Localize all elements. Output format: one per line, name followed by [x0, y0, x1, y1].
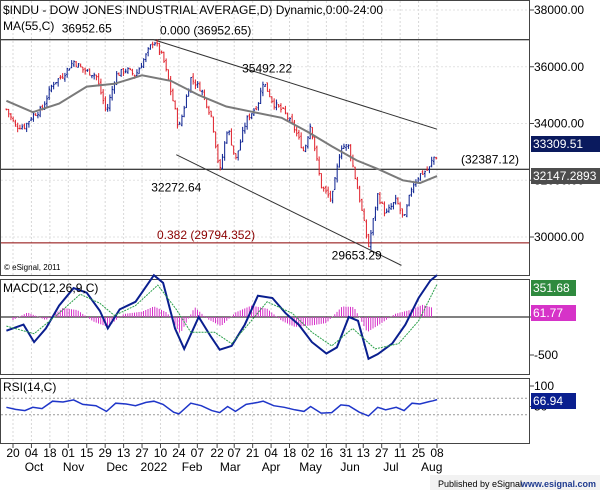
last-price-label: 33309.51	[533, 137, 583, 151]
macd-histogram-group	[12, 304, 432, 333]
signal-value-label-box	[531, 305, 576, 321]
xtick-label-23: 08	[430, 446, 444, 460]
xtick-label-16: 02	[301, 446, 315, 460]
ma-indicator-label: MA(55,C)	[3, 19, 54, 33]
xtick-label-3: 01	[62, 446, 76, 460]
month-label-7: May	[299, 460, 322, 474]
macd-title: MACD(12,26,9,C)	[3, 281, 98, 295]
month-label-2: Dec	[106, 460, 127, 474]
price-annotation-1: 35492.22	[242, 61, 292, 75]
xtick-label-21: 11	[394, 446, 407, 460]
month-label-10: Aug	[421, 460, 442, 474]
xtick-label-6: 13	[117, 446, 131, 460]
xtick-label-2: 18	[43, 446, 57, 460]
xtick-label-11: 22	[210, 446, 224, 460]
footer-text: Published by eSignal	[438, 479, 522, 489]
xtick-label-8: 10	[154, 446, 168, 460]
price-ytick-label-2: 34000.00	[534, 117, 584, 131]
xtick-label-5: 29	[98, 446, 112, 460]
xtick-label-17: 16	[320, 446, 334, 460]
xtick-label-20: 27	[375, 446, 389, 460]
xtick-label-13: 21	[246, 446, 260, 460]
month-label-5: Mar	[220, 460, 241, 474]
macd-series-signal	[6, 284, 438, 350]
month-label-4: Feb	[182, 460, 203, 474]
price-annotation-0: 36952.65	[62, 22, 112, 36]
xtick-label-10: 07	[191, 446, 205, 460]
xtick-label-14: 04	[264, 446, 278, 460]
price-annotation-3: 29653.29	[332, 249, 382, 263]
upper-trendline	[153, 39, 438, 130]
rsi-value-label: 66.94	[533, 394, 563, 408]
support-level-label: (32387.12)	[461, 152, 519, 166]
xtick-label-12: 07	[228, 446, 242, 460]
fib-0-label: 0.000 (36952.65)	[160, 24, 251, 38]
macd-series-macd	[6, 273, 438, 361]
rsi-value-label-box	[531, 393, 576, 409]
signal-value-label: 61.77	[533, 306, 563, 320]
rsi-title: RSI(14,C)	[3, 380, 56, 394]
price-ytick-label-4: 38000.00	[534, 3, 584, 17]
xtick-label-1: 04	[25, 446, 39, 460]
price-ytick-label-0: 30000.00	[534, 230, 584, 244]
candles-group	[5, 39, 438, 250]
rsi-panel-frame	[0, 378, 530, 444]
macd-value-label-box	[531, 280, 576, 296]
xtick-label-18: 31	[339, 446, 353, 460]
xtick-label-0: 20	[6, 446, 20, 460]
price-panel-frame	[0, 0, 530, 276]
rsi-ytick-label-1: 100	[534, 379, 554, 393]
price-chart-title: $INDU - DOW JONES INDUSTRIAL AVERAGE,D) …	[3, 3, 383, 17]
macd-ytick-label-0: -500	[534, 348, 558, 362]
ma-value-label: 32147.2893	[533, 169, 597, 183]
month-label-8: Jun	[340, 460, 359, 474]
last-price-label-box	[531, 136, 600, 152]
ma-55-line	[6, 74, 438, 185]
month-label-1: Nov	[63, 460, 84, 474]
fib-0382-label: 0.382 (29794.352)	[157, 228, 255, 242]
xtick-label-7: 27	[135, 446, 149, 460]
ma-value-label-box	[531, 168, 600, 184]
footer-brand: www.esignal.com	[520, 479, 596, 489]
xtick-label-9: 24	[172, 446, 186, 460]
month-label-3: 2022	[141, 460, 168, 474]
month-label-0: Oct	[25, 460, 44, 474]
copyright-label: © eSignal, 2011	[4, 263, 61, 272]
xtick-label-22: 25	[412, 446, 426, 460]
month-label-6: Apr	[262, 460, 281, 474]
price-annotation-2: 32272.64	[151, 181, 201, 195]
xtick-label-4: 15	[80, 446, 94, 460]
rsi-line	[6, 398, 438, 417]
price-ytick-label-3: 36000.00	[534, 60, 584, 74]
lower-trendline	[176, 154, 402, 266]
xtick-label-19: 13	[357, 446, 371, 460]
macd-value-label: 351.68	[533, 281, 570, 295]
month-label-9: Jul	[383, 460, 398, 474]
footer-bar	[430, 475, 600, 490]
xtick-label-15: 18	[283, 446, 297, 460]
